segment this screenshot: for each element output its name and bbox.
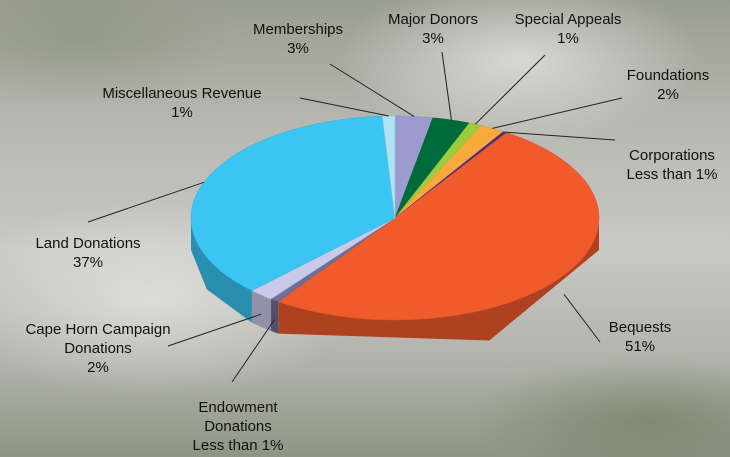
category-name: Miscellaneous Revenue: [102, 85, 262, 102]
category-name: Bequests: [608, 319, 672, 336]
category-name: Endowment Donations: [198, 399, 278, 435]
value-label: 51%: [624, 338, 656, 355]
category-name: Major Donors: [387, 11, 479, 28]
leader-line: [504, 131, 616, 141]
value-label: 2%: [87, 359, 109, 376]
leader-line: [167, 313, 262, 347]
leader-line: [231, 319, 276, 383]
value-label: Less than 1%: [192, 437, 284, 454]
leader-line: [299, 97, 389, 117]
category-name: Cape Horn Campaign Donations: [25, 321, 171, 357]
pie-slice-side: [271, 299, 279, 334]
leader-line: [474, 54, 546, 125]
pie-slice: [190, 115, 396, 291]
category-name: Corporations: [629, 147, 715, 164]
pie-slice-side: [251, 290, 272, 331]
slice-label: Cape Horn Campaign Donations 2%: [8, 320, 188, 377]
category-name: Land Donations: [35, 235, 141, 252]
leader-line: [492, 97, 623, 129]
leader-line: [563, 293, 601, 343]
slice-label: Land Donations 37%: [13, 234, 163, 272]
slice-label: Major Donors 3%: [373, 10, 493, 48]
category-name: Memberships: [252, 21, 344, 38]
pie-slice-side: [278, 218, 599, 341]
value-label: 1%: [557, 30, 579, 47]
value-label: 2%: [657, 86, 679, 103]
pie-slice: [277, 132, 600, 321]
slice-label: Foundations 2%: [608, 66, 728, 104]
leader-line: [329, 63, 415, 117]
value-label: 3%: [287, 40, 309, 57]
leader-line: [87, 181, 205, 223]
category-name: Special Appeals: [514, 11, 622, 28]
slice-label: Endowment Donations Less than 1%: [183, 398, 293, 455]
slice-label: Miscellaneous Revenue 1%: [67, 84, 297, 122]
value-label: 37%: [72, 254, 104, 271]
value-label: Less than 1%: [626, 166, 718, 183]
slice-label: Memberships 3%: [238, 20, 358, 58]
slice-label: Special Appeals 1%: [498, 10, 638, 48]
value-label: 3%: [422, 30, 444, 47]
pie-slice-side: [191, 218, 252, 323]
slice-label: Bequests 51%: [590, 318, 690, 356]
leader-line: [441, 51, 452, 121]
category-name: Foundations: [626, 67, 710, 84]
value-label: 1%: [171, 104, 193, 121]
slice-label: Corporations Less than 1%: [612, 146, 730, 184]
